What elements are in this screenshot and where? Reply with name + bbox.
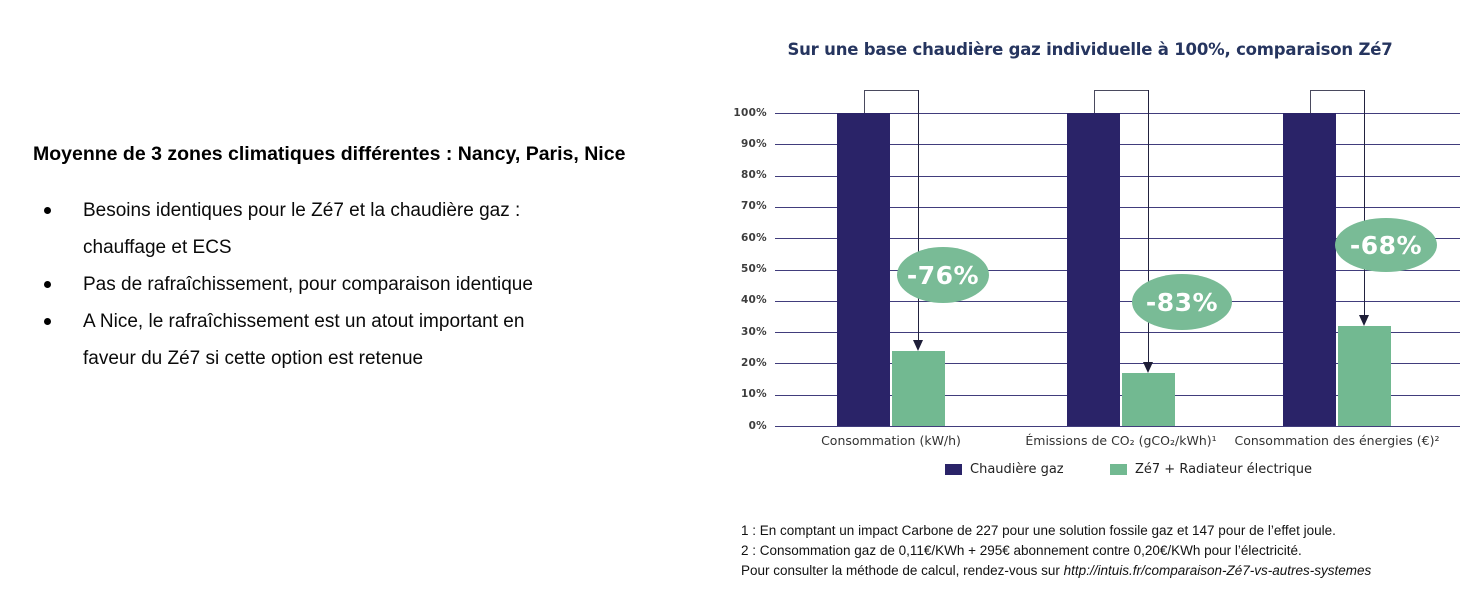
chart-title: Sur une base chaudière gaz individuelle … xyxy=(787,40,1393,59)
arrow-line xyxy=(1363,90,1365,316)
connector-bracket xyxy=(863,90,919,113)
y-axis-tick-label: 100% xyxy=(733,106,767,119)
bullet-item: Pas de rafraîchissement, pour comparaiso… xyxy=(33,266,728,303)
gridline xyxy=(775,426,1460,427)
gas-bar xyxy=(1283,113,1336,426)
y-axis-tick-label: 0% xyxy=(748,419,767,432)
gas-bar xyxy=(1067,113,1120,426)
y-axis-tick-label: 10% xyxy=(740,388,767,401)
footnote-1: 1 : En comptant un impact Carbone de 227… xyxy=(741,523,1336,538)
x-axis-category-label: Émissions de CO₂ (gCO₂/kWh)¹ xyxy=(1025,433,1217,448)
x-axis-category-label: Consommation des énergies (€)² xyxy=(1234,433,1440,448)
y-axis-tick-label: 20% xyxy=(740,356,767,369)
ze7-bar xyxy=(1122,372,1175,426)
bullet-item: Besoins identiques pour le Zé7 et la cha… xyxy=(33,192,728,266)
legend-label: Chaudière gaz xyxy=(970,462,1064,477)
footnote-2: 2 : Consommation gaz de 0,11€/KWh + 295€… xyxy=(741,543,1302,558)
y-axis-tick-label: 40% xyxy=(740,294,767,307)
legend-item: Chaudière gaz xyxy=(945,462,1064,477)
legend-label: Zé7 + Radiateur électrique xyxy=(1135,462,1312,477)
y-axis-tick-label: 50% xyxy=(740,263,767,275)
x-axis-category-label: Consommation (kW/h) xyxy=(821,433,961,448)
y-axis-tick-label: 60% xyxy=(740,231,767,244)
footnote-link-line: Pour consulter la méthode de calcul, ren… xyxy=(741,561,1461,581)
page-title: Moyenne de 3 zones climatiques différent… xyxy=(33,143,626,165)
bullet-list: Besoins identiques pour le Zé7 et la cha… xyxy=(33,192,728,377)
arrow-line xyxy=(917,90,919,341)
arrow-line xyxy=(1147,90,1149,363)
y-axis-tick-label: 90% xyxy=(740,137,767,150)
arrow-down-icon xyxy=(912,339,923,351)
gas-bar xyxy=(837,113,890,426)
y-axis-tick-label: 80% xyxy=(740,169,767,182)
y-axis-tick-label: 30% xyxy=(740,325,767,338)
reduction-badge: -83% xyxy=(1132,274,1232,330)
arrow-down-icon xyxy=(1358,314,1369,326)
connector-bracket xyxy=(1093,90,1149,113)
arrow-down-icon xyxy=(1142,361,1153,373)
footnote-url: http://intuis.fr/comparaison-Zé7-vs-autr… xyxy=(1063,563,1372,578)
reduction-badge: -68% xyxy=(1335,218,1437,272)
ze7-bar xyxy=(1338,325,1391,426)
reduction-badge: -76% xyxy=(897,247,989,303)
footnote-link-prefix: Pour consulter la méthode de calcul, ren… xyxy=(741,563,1064,578)
summary-panel: Moyenne de 3 zones climatiques différent… xyxy=(33,143,728,377)
legend-swatch xyxy=(1110,464,1127,475)
bar-chart: 100% 90% 80% 70% 60% 50% 40% 30% 20% 10% 0% -76% Con… xyxy=(733,90,1460,477)
legend-item: Zé7 + Radiateur électrique xyxy=(1110,462,1312,477)
y-axis-tick-label: 70% xyxy=(740,200,767,213)
ze7-bar xyxy=(892,350,945,426)
connector-bracket xyxy=(1309,90,1365,113)
legend-swatch xyxy=(945,464,962,475)
bullet-item: A Nice, le rafraîchissement est un atout… xyxy=(33,303,728,377)
footnotes: 1 : En comptant un impact Carbone de 227… xyxy=(741,521,1461,581)
